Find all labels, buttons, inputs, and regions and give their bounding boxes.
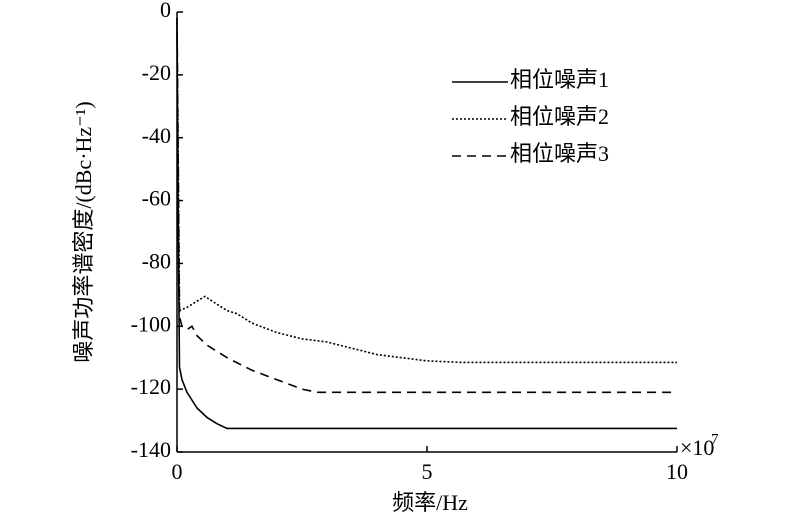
legend-label: 相位噪声3 [510,141,609,166]
y-axis-label: 噪声功率谱密度/(dBc·Hz⁻¹) [71,101,96,362]
y-tick-label: -20 [142,60,171,85]
y-tick-label: -120 [131,374,171,399]
x-tick-label: 0 [172,459,183,484]
y-tick-label: -80 [142,248,171,273]
y-tick-label: -140 [131,437,171,462]
x-tick-label: 5 [422,459,433,484]
series-line [176,18,677,364]
y-tick-label: -100 [131,311,171,336]
x-tick-label: 10 [666,459,688,484]
legend-label: 相位噪声1 [510,67,609,92]
x-axis-label: 频率/Hz [392,490,468,515]
legend-label: 相位噪声2 [510,104,609,129]
x-exponent: 7 [711,431,719,447]
y-tick-label: 0 [160,0,171,22]
x-multiplier: ×10 [680,435,714,460]
y-tick-label: -40 [142,123,171,148]
y-tick-label: -60 [142,186,171,211]
series-line [176,18,677,394]
